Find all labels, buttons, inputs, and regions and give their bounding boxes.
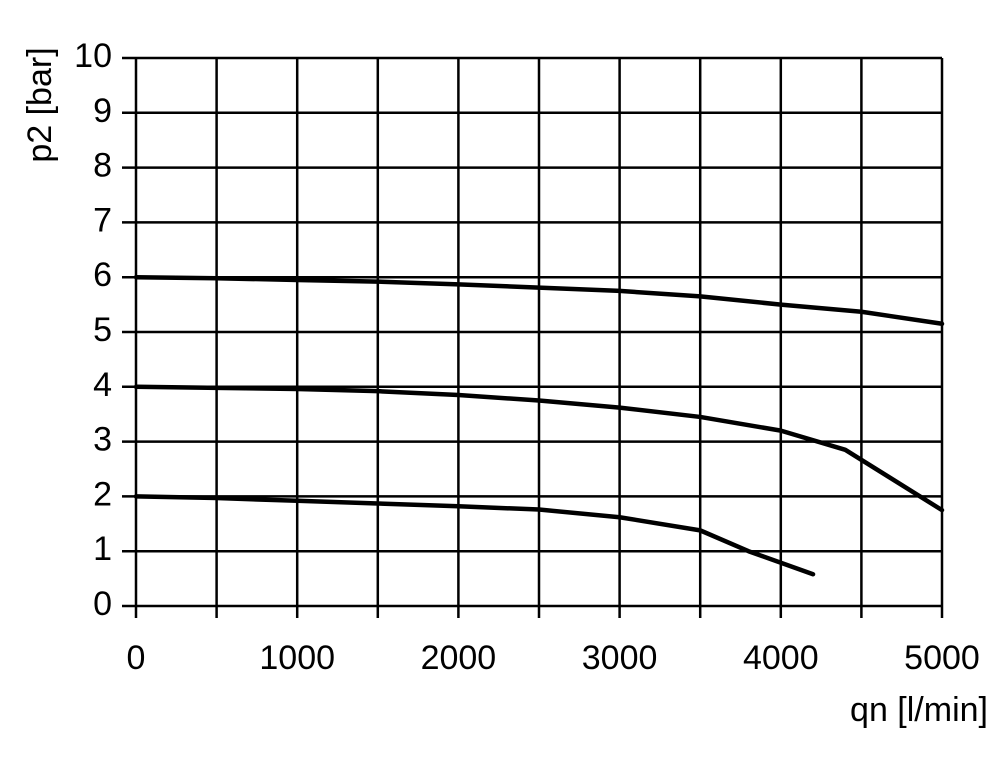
y-tick-label: 10	[74, 37, 112, 75]
x-tick-label: 2000	[421, 639, 497, 677]
y-tick-label: 3	[93, 421, 112, 459]
x-tick-label: 3000	[582, 639, 658, 677]
y-tick-label: 8	[93, 147, 112, 185]
y-tick-label: 4	[93, 366, 112, 404]
line-series	[133, 274, 945, 327]
x-tick-label: 5000	[904, 639, 980, 677]
x-axis-label: qn [l/min]	[850, 691, 988, 729]
y-tick-label: 5	[93, 311, 112, 349]
x-tick-label: 4000	[743, 639, 819, 677]
y-axis-label: p2 [bar]	[21, 47, 59, 162]
y-tick-label: 7	[93, 201, 112, 239]
line-series	[133, 494, 816, 577]
y-tick-label: 2	[93, 475, 112, 513]
y-tick-label: 1	[93, 530, 112, 568]
x-tick-label: 0	[127, 639, 146, 677]
y-tick-label: 0	[93, 585, 112, 623]
x-tick-label: 1000	[259, 639, 335, 677]
y-tick-label: 6	[93, 256, 112, 294]
y-tick-label: 9	[93, 92, 112, 130]
line-series	[133, 384, 945, 513]
